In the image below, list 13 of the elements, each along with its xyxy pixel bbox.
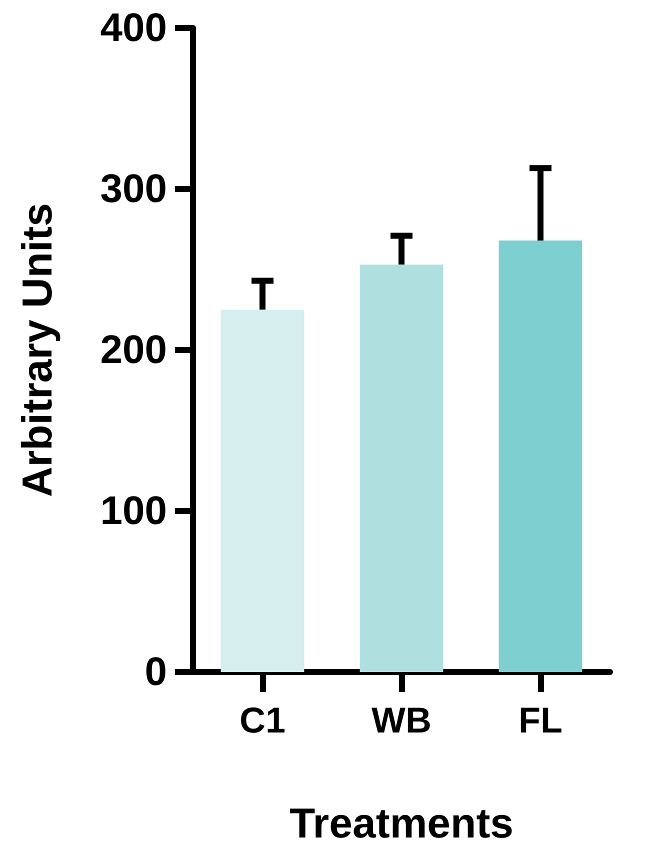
x-tick-label: WB xyxy=(372,700,432,740)
y-tick-label: 400 xyxy=(100,6,167,50)
y-tick-label: 300 xyxy=(100,167,167,211)
y-tick-label: 0 xyxy=(144,650,167,694)
x-tick-label: FL xyxy=(518,700,562,740)
bar xyxy=(220,310,304,672)
y-axis-title: Arbitrary Units xyxy=(14,202,60,498)
bar xyxy=(360,264,444,672)
x-axis-title: Treatments xyxy=(289,800,514,846)
y-tick-label: 100 xyxy=(100,489,167,533)
bar xyxy=(498,240,582,672)
y-tick-label: 200 xyxy=(100,328,167,372)
x-tick-label: C1 xyxy=(239,700,286,740)
